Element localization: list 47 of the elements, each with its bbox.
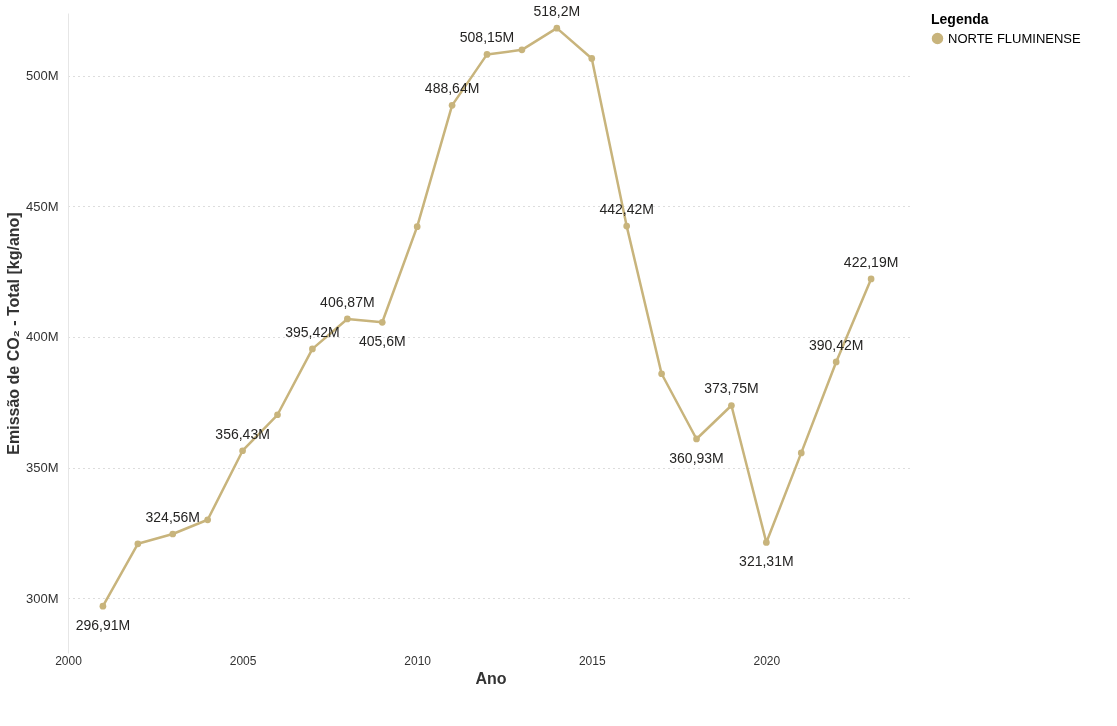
point (169, 530, 177, 538)
data-label: 321,31M (739, 553, 794, 570)
point (623, 222, 631, 230)
y-tick-label: 350M (25, 460, 59, 476)
point (274, 411, 281, 419)
point (343, 315, 351, 323)
point (588, 55, 596, 62)
data-label: 406,87M (320, 293, 375, 310)
point (309, 345, 316, 353)
legend-label: NORTE FLUMINENSE (948, 30, 1081, 46)
x-tick-label: 2010 (404, 653, 432, 668)
x-axis-title: Ano (475, 669, 507, 687)
point (448, 102, 456, 109)
y-tick-label: 450M (25, 198, 59, 214)
data-label: 373,75M (704, 380, 759, 397)
point (693, 435, 700, 443)
point (239, 447, 246, 455)
point (553, 24, 561, 32)
point (762, 539, 770, 546)
x-tick-label: 2000 (55, 653, 83, 668)
point (728, 402, 735, 409)
x-tick-label: 2005 (229, 653, 257, 668)
x-tick-label: 2020 (753, 653, 781, 668)
data-label: 296,91M (75, 617, 131, 634)
point (204, 516, 212, 524)
point (832, 358, 840, 366)
y-axis-title: Emissão de CO₂ - Total [kg/ano] (4, 212, 22, 455)
y-tick-label: 500M (25, 68, 59, 84)
point (518, 46, 526, 54)
point (378, 318, 386, 326)
data-label: 518,2M (533, 3, 581, 20)
data-label: 405,6M (358, 333, 406, 350)
point (99, 602, 107, 610)
point (483, 51, 491, 58)
y-tick-label: 400M (25, 329, 59, 345)
point (658, 370, 665, 378)
x-tick-label: 2015 (578, 653, 606, 668)
point (867, 275, 875, 283)
data-label: 422,19M (843, 253, 899, 270)
y-tick-label: 300M (25, 590, 59, 606)
point (413, 223, 421, 231)
data-label: 324,56M (145, 508, 200, 525)
point (134, 540, 142, 548)
point (797, 449, 805, 457)
data-label: 508,15M (459, 29, 515, 46)
data-label: 360,93M (669, 449, 724, 466)
legend-title: Legenda (931, 11, 989, 27)
